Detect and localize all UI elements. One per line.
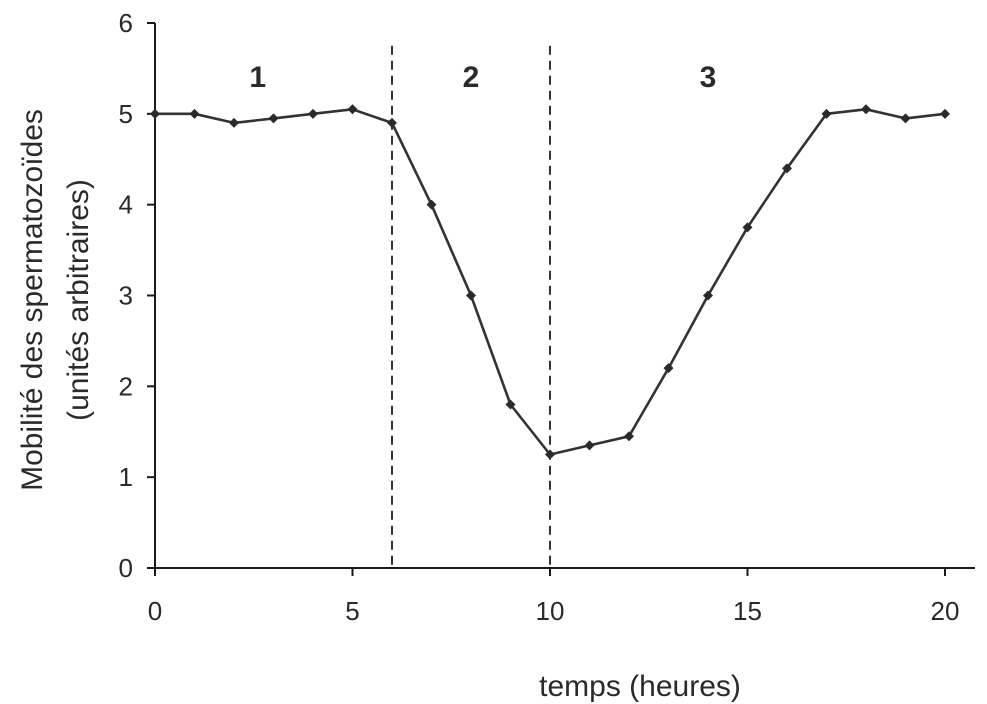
x-tick-label-3: 15 [733, 596, 762, 626]
data-point-6 [387, 117, 397, 128]
data-point-11 [584, 440, 595, 451]
data-point-17 [821, 108, 832, 119]
y-tick-label-4: 4 [119, 190, 133, 220]
data-point-15 [742, 222, 753, 233]
data-point-2 [229, 117, 239, 128]
phase-label-1: 1 [249, 61, 266, 94]
data-point-18 [861, 104, 871, 115]
x-tick-label-0: 0 [148, 596, 162, 626]
data-point-0 [150, 108, 160, 119]
y-tick-label-1: 1 [119, 462, 133, 492]
data-point-1 [189, 108, 200, 119]
x-tick-label-1: 5 [345, 596, 359, 626]
y-axis-title: Mobilité des spermatozoïdes (unités arbi… [16, 109, 95, 491]
data-point-13 [663, 363, 674, 374]
y-tick-label-0: 0 [119, 553, 133, 583]
data-point-14 [703, 290, 713, 301]
series [150, 104, 950, 460]
y-tick-label-2: 2 [119, 371, 133, 401]
data-point-19 [900, 113, 911, 124]
phase-labels: 1 2 3 [249, 61, 716, 94]
data-point-4 [308, 108, 318, 119]
series-line-0 [155, 108, 946, 456]
y-axis-title-line-2: (unités arbitraires) [62, 179, 95, 421]
data-point-5 [347, 104, 358, 115]
y-tick-label-6: 6 [119, 8, 133, 38]
data-point-20 [940, 108, 950, 119]
y-tick-label-3: 3 [119, 281, 133, 311]
x-tick-label-4: 20 [931, 596, 960, 626]
data-point-10 [545, 449, 555, 460]
x-tick-label-2: 10 [536, 596, 565, 626]
data-point-3 [268, 113, 279, 124]
phase-label-3: 3 [700, 61, 717, 94]
y-tick-label-5: 5 [119, 99, 133, 129]
data-point-7 [426, 199, 437, 210]
y-axis-title-line-1: Mobilité des spermatozoïdes [16, 109, 49, 491]
axes: 0 1 2 3 4 5 6 0 5 10 15 20 [119, 8, 975, 626]
data-point-12 [624, 431, 634, 442]
data-point-8 [466, 290, 476, 301]
phase-label-2: 2 [463, 61, 480, 94]
data-point-16 [782, 163, 792, 174]
data-point-9 [505, 399, 516, 410]
x-axis-title: temps (heures) [539, 670, 741, 703]
phase-dividers [391, 45, 551, 568]
